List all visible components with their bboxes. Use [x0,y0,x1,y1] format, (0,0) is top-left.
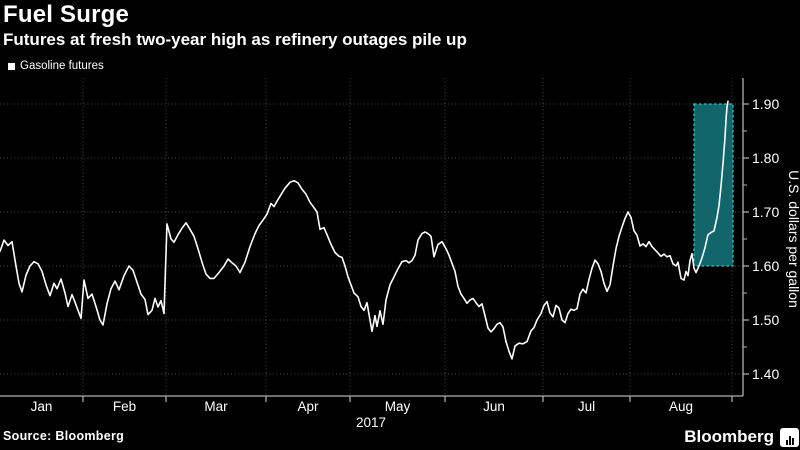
x-tick-label: Aug [669,399,693,414]
y-tick-label: 1.60 [752,258,779,274]
y-tick-label: 1.70 [752,204,779,220]
x-tick-label: Jul [578,399,595,414]
x-axis-year-label: 2017 [356,415,386,430]
bloomberg-logo-icon [780,427,799,447]
page-title: Fuel Surge [3,1,130,28]
x-tick-label: Feb [113,399,136,414]
x-tick-label: Jun [483,399,505,414]
x-tick-label: Mar [204,399,228,414]
x-tick-label: Jan [31,399,53,414]
highlight-region [693,103,734,267]
gasoline-futures-line [0,100,729,360]
y-axis-title: U.S. dollars per gallon [786,170,800,308]
legend-swatch-icon [8,62,15,70]
legend: Gasoline futures [8,60,104,72]
chart-subtitle: Futures at fresh two-year high as refine… [3,30,467,49]
x-tick-label: Apr [297,399,319,414]
x-tick-label: May [385,399,411,414]
source-credit: Source: Bloomberg [3,429,125,443]
y-tick-label: 1.80 [752,150,779,166]
bloomberg-wordmark: Bloomberg [684,427,774,446]
y-tick-label: 1.90 [752,96,779,112]
y-tick-label: 1.40 [752,366,779,382]
bloomberg-brand: Bloomberg [684,427,799,447]
y-tick-label: 1.50 [752,312,779,328]
legend-label: Gasoline futures [20,60,104,72]
